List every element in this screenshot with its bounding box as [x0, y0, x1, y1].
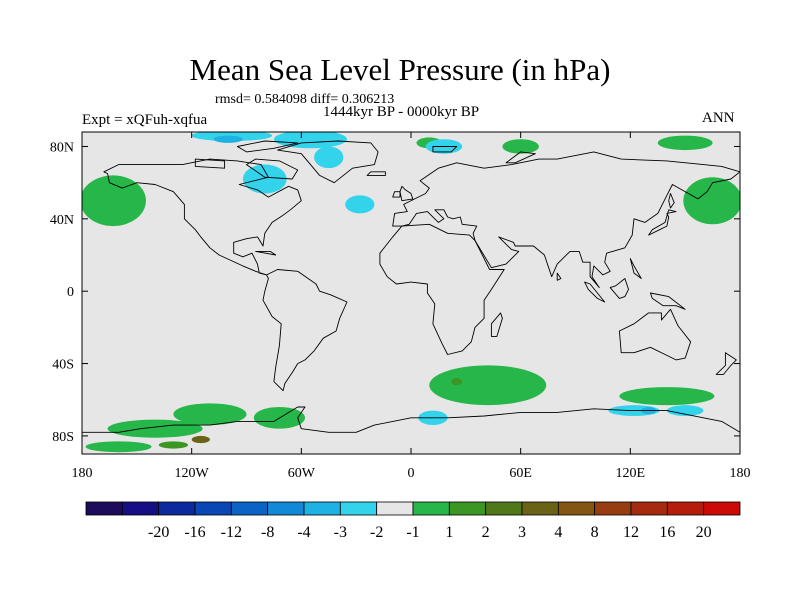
- colorbar-swatch: [594, 501, 632, 516]
- anomaly-region: [429, 365, 547, 406]
- coastline-philippines: [629, 258, 642, 279]
- coastline-cuba: [255, 250, 277, 256]
- plot-area: [81, 131, 741, 455]
- map-title: Mean Sea Level Pressure (in hPa): [189, 52, 611, 87]
- colorbar-swatch: [521, 501, 559, 516]
- coastline-iceland: [366, 171, 386, 176]
- colorbar-swatch: [703, 501, 741, 516]
- lat-tick-label: 40N: [50, 213, 74, 228]
- colorbar-swatch: [412, 501, 450, 516]
- coastline-africa: [379, 223, 505, 355]
- colorbar-swatch: [339, 501, 378, 516]
- anomaly-region: [85, 441, 152, 453]
- anomaly-region: [191, 435, 210, 444]
- coastline-borneo: [609, 278, 629, 299]
- lat-tick-label: 80S: [52, 430, 74, 445]
- coastline-madagascar: [490, 312, 503, 337]
- lat-tick-label: 80N: [50, 140, 74, 155]
- anomaly-region: [107, 419, 203, 438]
- coastline-new-guinea: [649, 292, 686, 310]
- colorbar: -20 -16 -12 -8 -4 -3 -2 -1 1 2 3 4 8 12 16 20: [85, 501, 741, 541]
- time-period-label: 1444kyr BP - 0000kyr BP: [323, 104, 480, 120]
- coastline-ireland: [392, 191, 401, 198]
- coastline-eurasia: [392, 151, 740, 289]
- anomaly-region: [619, 387, 715, 406]
- lat-tick-label: 0: [67, 285, 74, 300]
- anomaly-region: [345, 195, 375, 214]
- anomaly-region: [158, 441, 189, 449]
- lat-tick-label: 40S: [52, 358, 74, 373]
- colorbar-label: 4: [554, 524, 562, 541]
- coastline-novaya-zemlya: [505, 151, 536, 164]
- coastline-japan: [648, 209, 677, 236]
- lon-tick-label: 180: [730, 466, 751, 481]
- colorbar-label: 12: [623, 524, 639, 541]
- colorbar-swatch: [267, 501, 305, 516]
- colorbar-swatch: [376, 501, 414, 516]
- anomaly-layer: [82, 132, 740, 453]
- coastline-south-america: [262, 269, 348, 392]
- colorbar-swatch: [448, 501, 487, 516]
- coastline-layer: [82, 140, 740, 454]
- anomaly-region: [683, 177, 740, 225]
- colorbar-label: -4: [297, 524, 310, 541]
- coastline-sumatra: [584, 281, 606, 303]
- lon-tick-label: 0: [408, 466, 415, 481]
- anomaly-region: [314, 146, 344, 169]
- colorbar-swatch: [557, 501, 596, 516]
- colorbar-swatch: [630, 501, 668, 516]
- colorbar-swatch: [666, 501, 705, 516]
- colorbar-swatch: [303, 501, 341, 516]
- lon-tick-label: 120W: [175, 466, 210, 481]
- coastline-ellesmere-island: [236, 140, 299, 153]
- anomaly-region: [82, 175, 146, 227]
- colorbar-swatch: [485, 501, 523, 516]
- colorbar-label: 16: [659, 524, 675, 541]
- coastline-victoria-island: [194, 158, 226, 169]
- anomaly-region: [666, 405, 704, 417]
- lon-tick-label: 120E: [616, 466, 646, 481]
- colorbar-label: 20: [696, 524, 712, 541]
- colorbar-label: -3: [334, 524, 347, 541]
- anomaly-region: [173, 403, 247, 426]
- colorbar-label: 2: [482, 524, 490, 541]
- coastline-greenland: [277, 140, 379, 184]
- colorbar-label: 1: [445, 524, 453, 541]
- experiment-label: Expt = xQFuh-xqfua: [82, 112, 208, 128]
- anomaly-region: [502, 139, 539, 154]
- colorbar-swatch: [85, 501, 123, 516]
- statistics-line: rmsd= 0.584098 diff= 0.306213: [215, 92, 395, 107]
- anomaly-region: [657, 135, 713, 151]
- colorbar-label: -12: [221, 524, 242, 541]
- coastline-new-zealand: [715, 352, 737, 375]
- colorbar-label: -8: [261, 524, 274, 541]
- colorbar-label: -20: [148, 524, 169, 541]
- season-label: ANN: [702, 110, 735, 126]
- colorbar-label: -2: [370, 524, 383, 541]
- colorbar-label: -16: [184, 524, 205, 541]
- colorbar-label: -1: [406, 524, 419, 541]
- colorbar-label: 3: [518, 524, 526, 541]
- coastline-baffin-island: [246, 158, 299, 180]
- lon-tick-label: 60W: [288, 466, 316, 481]
- colorbar-label: 8: [591, 524, 599, 541]
- lon-tick-label: 60E: [509, 466, 532, 481]
- colorbar-swatch: [158, 501, 196, 516]
- lon-tick-label: 180: [72, 466, 93, 481]
- axes: 80N 40N 0 40S 80S 180 120W 60W 0 60E 120E 180: [50, 132, 751, 481]
- coastline-antarctica: [82, 406, 740, 454]
- anomaly-region: [451, 378, 463, 386]
- coastline-sri-lanka: [556, 272, 562, 281]
- colorbar-swatch: [194, 501, 232, 516]
- coastline-svalbard: [432, 146, 458, 153]
- anomaly-region: [213, 135, 243, 143]
- anomaly-region: [242, 164, 287, 194]
- coastline-australia: [618, 308, 692, 361]
- coastline-sakhalin: [668, 193, 675, 209]
- colorbar-swatch: [230, 501, 269, 516]
- colorbar-swatch: [121, 501, 160, 516]
